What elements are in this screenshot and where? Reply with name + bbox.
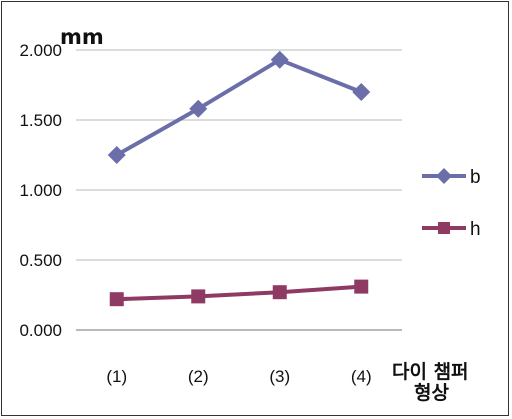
x-axis-title-line-1: 다이 챔퍼 bbox=[392, 361, 469, 383]
data-point-b bbox=[189, 99, 208, 118]
x-tick-label: (2) bbox=[188, 367, 209, 386]
legend: bh bbox=[422, 167, 481, 240]
data-point-h bbox=[272, 285, 287, 300]
legend-marker-b bbox=[436, 168, 452, 184]
data-point-h bbox=[191, 289, 206, 304]
y-tick-label: 1.500 bbox=[19, 111, 62, 130]
legend-marker-h bbox=[438, 222, 450, 234]
data-point-b bbox=[107, 146, 126, 164]
y-tick-label: 0.500 bbox=[19, 251, 62, 270]
legend-label-h: h bbox=[470, 219, 481, 240]
series-group bbox=[107, 50, 371, 307]
data-point-b bbox=[270, 50, 289, 69]
series-line-b bbox=[115, 57, 362, 157]
x-tick-label: (4) bbox=[351, 367, 372, 386]
data-point-b bbox=[352, 83, 371, 101]
data-point-h bbox=[354, 279, 369, 294]
y-tick-label: 1.000 bbox=[19, 181, 62, 200]
series-line-h bbox=[116, 284, 362, 302]
x-axis: (1) (2) (3) (4) bbox=[76, 329, 402, 386]
legend-label-b: b bbox=[470, 167, 481, 188]
y-axis-unit: mm bbox=[60, 25, 104, 49]
y-tick-label: 2.000 bbox=[19, 41, 62, 60]
y-axis: 0.000 0.500 1.000 1.500 2.000 bbox=[19, 41, 62, 340]
x-tick-label: (3) bbox=[269, 367, 290, 386]
x-tick-label: (1) bbox=[106, 367, 127, 386]
data-point-h bbox=[109, 292, 124, 307]
y-tick-label: 0.000 bbox=[19, 321, 62, 340]
x-axis-title-line-2: 형상 bbox=[414, 382, 449, 404]
